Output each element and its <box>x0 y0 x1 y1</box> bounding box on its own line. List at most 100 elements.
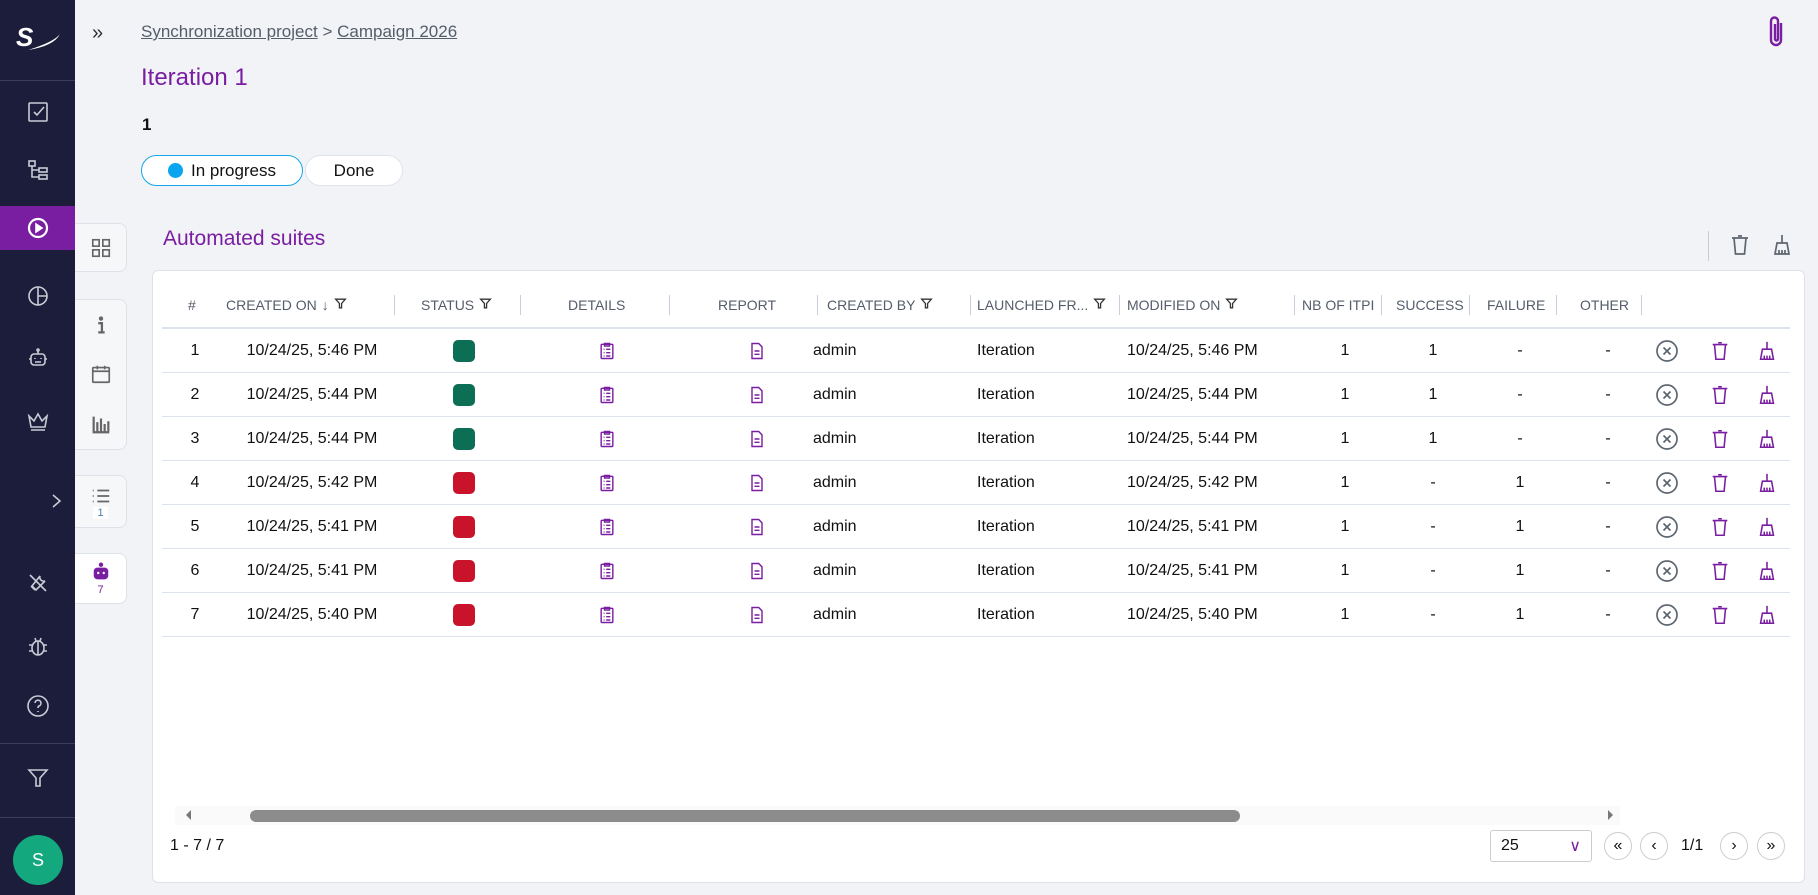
table-row[interactable]: 4 10/24/25, 5:42 PM admin Iteration 10/24/25… <box>162 461 1790 505</box>
horizontal-scrollbar[interactable] <box>175 806 1620 825</box>
breadcrumb-project[interactable]: Synchronization project <box>141 22 318 41</box>
delete-icon[interactable] <box>1703 417 1737 461</box>
table-row[interactable]: 5 10/24/25, 5:41 PM admin Iteration 10/24/25… <box>162 505 1790 549</box>
filter-icon[interactable] <box>1225 297 1239 313</box>
details-icon[interactable] <box>582 373 632 417</box>
clean-all-icon[interactable] <box>1770 233 1794 262</box>
nav-filter[interactable] <box>0 756 75 800</box>
column-header[interactable]: STATUS <box>421 296 492 314</box>
table-row[interactable]: 7 10/24/25, 5:40 PM admin Iteration 10/24/25… <box>162 593 1790 637</box>
filter-icon[interactable] <box>479 297 492 313</box>
cancel-icon[interactable] <box>1650 329 1684 373</box>
details-icon[interactable] <box>582 461 632 505</box>
expand-icon[interactable]: » <box>92 22 104 44</box>
column-header[interactable]: NB OF ITPI <box>1302 296 1374 314</box>
delete-icon[interactable] <box>1703 329 1737 373</box>
user-avatar[interactable]: S <box>13 835 63 885</box>
delete-icon[interactable] <box>1703 549 1737 593</box>
clean-icon[interactable] <box>1750 373 1784 417</box>
side-list[interactable]: 1 <box>75 475 127 528</box>
scroll-left-arrow[interactable] <box>181 810 191 820</box>
cancel-icon[interactable] <box>1650 417 1684 461</box>
cancel-icon[interactable] <box>1650 461 1684 505</box>
table-row[interactable]: 6 10/24/25, 5:41 PM admin Iteration 10/24/25… <box>162 549 1790 593</box>
filter-icon[interactable] <box>333 297 347 313</box>
bar-chart-icon[interactable] <box>90 413 112 435</box>
nav-tasks[interactable] <box>0 90 75 134</box>
report-icon[interactable] <box>732 593 782 637</box>
details-icon[interactable] <box>582 417 632 461</box>
report-icon[interactable] <box>732 549 782 593</box>
prev-page-button[interactable]: ‹ <box>1640 832 1668 860</box>
nav-tree[interactable] <box>0 148 75 192</box>
nav-robot[interactable] <box>0 337 75 381</box>
filter-icon[interactable] <box>1093 297 1107 313</box>
nav-crown[interactable] <box>0 399 75 443</box>
page-size-select[interactable]: 25 ∨ <box>1490 830 1592 862</box>
table-row[interactable]: 1 10/24/25, 5:46 PM admin Iteration 10/24/25… <box>162 329 1790 373</box>
nav-help[interactable] <box>0 684 75 728</box>
side-robot[interactable]: 7 <box>75 553 127 604</box>
info-icon[interactable] <box>90 314 112 336</box>
nav-play[interactable] <box>0 206 75 250</box>
delete-icon[interactable] <box>1703 593 1737 637</box>
report-icon[interactable] <box>732 373 782 417</box>
column-header[interactable]: MODIFIED ON <box>1127 296 1239 314</box>
clean-icon[interactable] <box>1750 549 1784 593</box>
cancel-icon[interactable] <box>1650 593 1684 637</box>
other-count: - <box>1605 342 1611 359</box>
breadcrumb-campaign[interactable]: Campaign 2026 <box>337 22 458 41</box>
scroll-right-arrow[interactable] <box>1608 810 1618 820</box>
first-page-button[interactable]: « <box>1604 832 1632 860</box>
clean-icon[interactable] <box>1750 461 1784 505</box>
row-number: 5 <box>190 518 200 535</box>
filter-icon[interactable] <box>920 297 934 313</box>
clean-icon[interactable] <box>1750 329 1784 373</box>
report-icon[interactable] <box>732 417 782 461</box>
clean-icon[interactable] <box>1750 505 1784 549</box>
details-icon[interactable] <box>582 505 632 549</box>
nav-chevron-right[interactable] <box>0 479 75 523</box>
column-header[interactable]: LAUNCHED FR... <box>977 296 1107 314</box>
status-in-progress[interactable]: In progress <box>141 155 303 186</box>
delete-icon[interactable] <box>1703 373 1737 417</box>
clean-icon[interactable] <box>1750 593 1784 637</box>
column-header[interactable]: DETAILS <box>568 296 625 314</box>
report-icon[interactable] <box>732 329 782 373</box>
side-dashboard[interactable] <box>75 223 127 272</box>
nav-tools[interactable] <box>0 561 75 605</box>
dashboard-icon[interactable] <box>90 237 112 259</box>
table-row[interactable]: 3 10/24/25, 5:44 PM admin Iteration 10/24/25… <box>162 417 1790 461</box>
nav-bug[interactable] <box>0 624 75 668</box>
scrollbar-thumb[interactable] <box>250 810 1240 822</box>
clean-icon[interactable] <box>1750 417 1784 461</box>
details-icon[interactable] <box>582 329 632 373</box>
column-header[interactable]: REPORT <box>718 296 776 314</box>
logo[interactable]: S <box>14 22 62 57</box>
column-header[interactable]: # <box>188 296 196 314</box>
calendar-icon[interactable] <box>90 363 112 385</box>
details-icon[interactable] <box>582 549 632 593</box>
attachment-icon[interactable] <box>1766 14 1788 55</box>
nav-pie-chart[interactable] <box>0 274 75 318</box>
delete-all-icon[interactable] <box>1728 233 1752 262</box>
next-page-button[interactable]: › <box>1720 832 1748 860</box>
table-row[interactable]: 2 10/24/25, 5:44 PM admin Iteration 10/24/25… <box>162 373 1790 417</box>
delete-icon[interactable] <box>1703 461 1737 505</box>
column-header[interactable]: CREATED ON ↓ <box>226 296 347 314</box>
column-header[interactable]: CREATED BY <box>827 296 934 314</box>
delete-icon[interactable] <box>1703 505 1737 549</box>
sort-desc-icon[interactable]: ↓ <box>321 297 329 313</box>
cancel-icon[interactable] <box>1650 505 1684 549</box>
report-icon[interactable] <box>732 505 782 549</box>
cancel-icon[interactable] <box>1650 373 1684 417</box>
row-number: 3 <box>190 430 200 447</box>
status-done[interactable]: Done <box>305 155 403 186</box>
last-page-button[interactable]: » <box>1757 832 1785 860</box>
column-header[interactable]: OTHER <box>1580 296 1629 314</box>
column-header[interactable]: FAILURE <box>1487 296 1545 314</box>
cancel-icon[interactable] <box>1650 549 1684 593</box>
column-header[interactable]: SUCCESS <box>1396 296 1464 314</box>
report-icon[interactable] <box>732 461 782 505</box>
details-icon[interactable] <box>582 593 632 637</box>
